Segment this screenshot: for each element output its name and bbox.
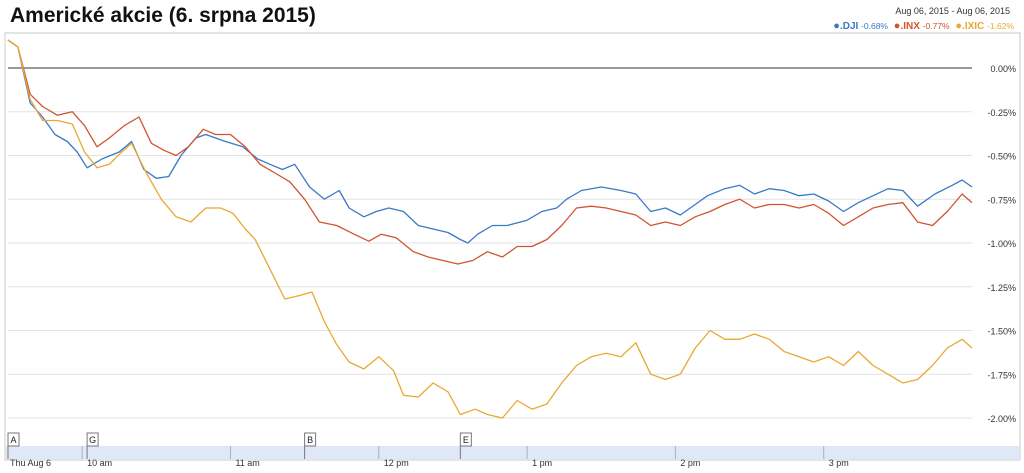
y-tick-label: -0.50%	[987, 152, 1016, 162]
x-tick-label: 12 pm	[384, 458, 409, 468]
legend-change-ixic: -1.62%	[987, 21, 1014, 31]
series-lines	[7, 39, 973, 419]
y-tick-label: -0.25%	[987, 108, 1016, 118]
x-tick-label: 1 pm	[532, 458, 552, 468]
chart-title: Americké akcie (6. srpna 2015)	[10, 4, 316, 27]
x-axis: Thu Aug 6 10 am 11 am 12 pm 1 pm 2 pm 3 pm	[6, 446, 1019, 468]
date-range-separator: -	[951, 6, 955, 16]
svg-text:B: B	[307, 435, 313, 445]
y-tick-label: -0.75%	[987, 195, 1016, 205]
y-tick-label: -1.00%	[987, 239, 1016, 249]
y-tick-label: -2.00%	[987, 414, 1016, 424]
x-tick-label: Thu Aug 6	[10, 458, 51, 468]
legend-dot-ixic: ●	[955, 20, 963, 32]
news-flag-g[interactable]: G	[86, 432, 99, 459]
date-range-from: Aug 06, 2015	[895, 6, 949, 16]
legend-change-dji: -0.68%	[861, 21, 888, 31]
legend-symbol-inx: .INX	[900, 21, 920, 32]
legend-entry-ixic[interactable]: ●.IXIC -1.62%	[955, 20, 1014, 32]
x-tick-label: 3 pm	[829, 458, 849, 468]
legend-dot-dji: ●	[833, 20, 840, 32]
y-tick-label: -1.75%	[987, 370, 1016, 380]
legend-symbol-dji: .DJI	[839, 21, 859, 32]
x-tick-label: 10 am	[87, 458, 112, 468]
series-line-ixic	[7, 39, 973, 419]
svg-text:A: A	[10, 435, 16, 445]
date-range-to: Aug 06, 2015	[956, 6, 1010, 16]
legend-dot-inx: ●	[893, 20, 901, 32]
legend: ●.DJI -0.68% ●.INX -0.77% ●.IXIC -1.62%	[830, 20, 1014, 32]
legend-entry-dji[interactable]: ●.DJI -0.68%	[833, 20, 891, 32]
x-tick-label: 11 am	[235, 458, 259, 468]
x-axis-band	[6, 446, 1019, 459]
y-tick-label: -1.50%	[987, 327, 1016, 337]
y-tick-label: 0.00%	[990, 64, 1016, 74]
series-line-dji	[7, 39, 973, 244]
svg-text:E: E	[463, 435, 469, 445]
news-flag-b[interactable]: B	[304, 432, 317, 459]
news-flag-e[interactable]: E	[459, 432, 472, 459]
gridlines	[8, 67, 972, 419]
y-axis: 0.00% -0.25% -0.50% -0.75% -1.00% -1.25% -1.50…	[987, 64, 1016, 424]
legend-symbol-ixic: .IXIC	[962, 21, 985, 32]
news-flag-a[interactable]: A	[7, 432, 20, 459]
date-range: Aug 06, 2015 - Aug 06, 2015	[895, 6, 1010, 16]
series-line-inx	[7, 39, 973, 265]
legend-change-inx: -0.77%	[922, 21, 950, 31]
svg-text:G: G	[89, 435, 96, 445]
plot-border	[4, 32, 1021, 461]
y-tick-label: -1.25%	[987, 283, 1016, 293]
legend-entry-inx[interactable]: ●.INX -0.77%	[893, 20, 953, 32]
x-tick-label: 2 pm	[680, 458, 700, 468]
